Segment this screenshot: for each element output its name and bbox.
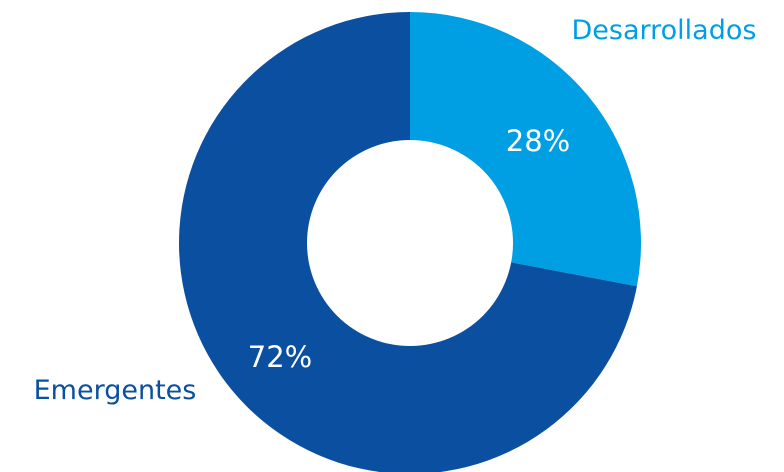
slice-label-emergentes: Emergentes [34,375,197,406]
donut-hole [307,140,513,346]
slice-label-desarrollados: Desarrollados [572,15,757,46]
slice-value-desarrollados: 28% [506,124,570,158]
slice-value-emergentes: 72% [248,340,312,374]
